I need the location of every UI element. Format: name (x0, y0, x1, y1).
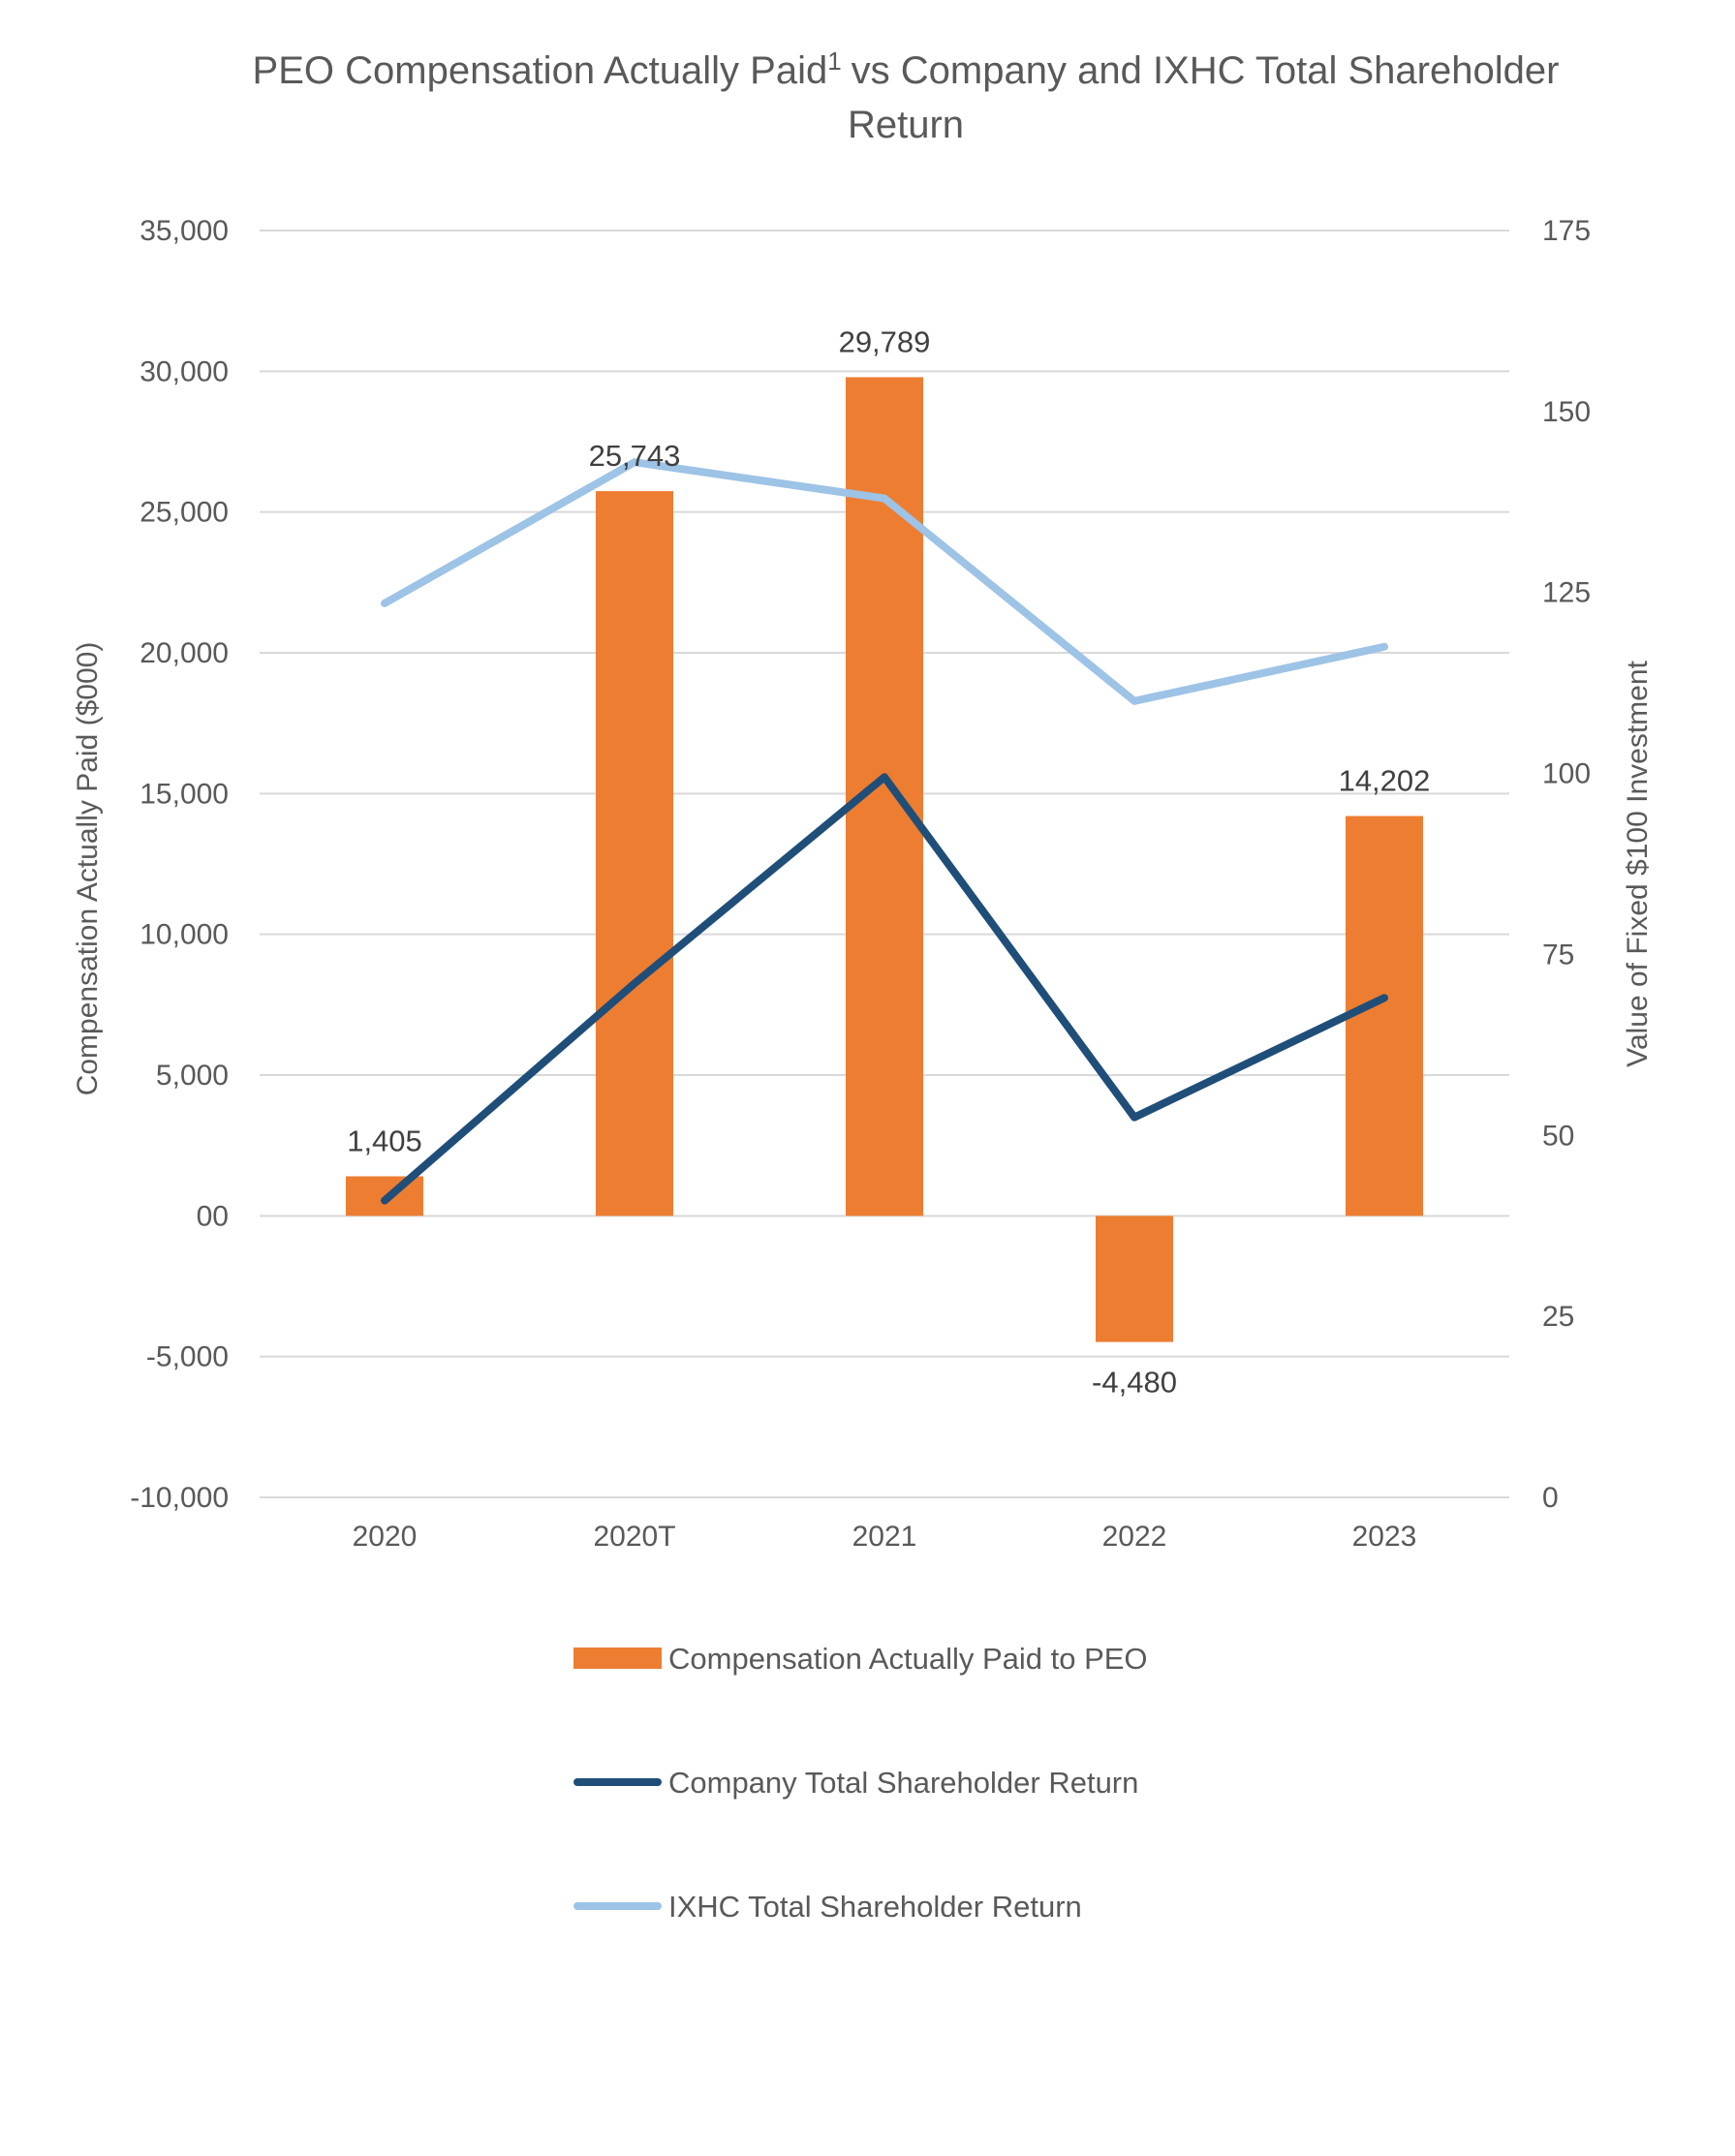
legend-swatch-bar (573, 1648, 662, 1669)
bar-2023 (1346, 816, 1423, 1217)
data-labels: 1,405 25,743 29,789 -4,480 14,202 (347, 324, 1430, 1399)
right-tick-label: 25 (1542, 1301, 1574, 1333)
left-tick-label: 25,000 (139, 497, 229, 529)
legend-label-compensation: Compensation Actually Paid to PEO (668, 1642, 1148, 1676)
legend: Compensation Actually Paid to PEO Company… (573, 1642, 1148, 1924)
legend-label-ixhc: IXHC Total Shareholder Return (668, 1890, 1082, 1924)
left-axis: 35,000 30,000 25,000 20,000 15,000 10,000 5,00… (130, 215, 229, 1514)
company-tsr-line (381, 773, 1388, 1205)
line-series (381, 458, 1388, 1205)
bar-data-label: 14,202 (1339, 764, 1431, 798)
bar-2020t (596, 491, 673, 1217)
left-axis-title: Compensation Actually Paid ($000) (72, 642, 104, 1096)
x-tick-label: 2021 (852, 1521, 917, 1553)
chart-title-line2: Return (848, 104, 964, 146)
right-tick-label: 75 (1542, 939, 1574, 970)
x-tick-label: 2022 (1102, 1521, 1167, 1553)
svg-text:PEO Compensation Actually Paid: PEO Compensation Actually Paid1 vs Compan… (253, 46, 1560, 92)
left-tick-label: 20,000 (139, 637, 229, 669)
left-tick-label: 15,000 (139, 778, 229, 810)
bar-data-label: -4,480 (1092, 1366, 1177, 1400)
bar-2022 (1096, 1216, 1173, 1342)
ixhc-tsr-line (381, 458, 1388, 705)
x-tick-label: 2020 (353, 1521, 418, 1553)
right-tick-label: 125 (1542, 577, 1591, 609)
bar-series (346, 377, 1423, 1342)
right-axis-title: Value of Fixed $100 Investment (1622, 660, 1654, 1066)
bar-data-label: 25,743 (589, 439, 681, 473)
right-tick-label: 150 (1542, 396, 1591, 428)
legend-label-company: Company Total Shareholder Return (668, 1766, 1138, 1800)
right-axis: 175 150 125 100 75 50 25 0 (1542, 215, 1591, 1514)
right-tick-label: 175 (1542, 215, 1591, 247)
left-tick-label: 00 (197, 1200, 229, 1232)
left-tick-label: 10,000 (139, 919, 229, 951)
chart-title-main: PEO Compensation Actually Paid (253, 49, 828, 92)
left-tick-label: 30,000 (139, 355, 229, 387)
right-tick-label: 50 (1542, 1120, 1574, 1152)
right-tick-label: 0 (1542, 1482, 1559, 1514)
x-axis: 2020 2020T 2021 2022 2023 (353, 1521, 1417, 1553)
chart-title-rest: vs Company and IXHC Total Shareholder (852, 49, 1560, 92)
left-tick-label: 35,000 (139, 215, 229, 247)
bar-data-label: 1,405 (347, 1124, 422, 1157)
x-tick-label: 2020T (593, 1521, 675, 1553)
x-tick-label: 2023 (1352, 1521, 1417, 1553)
chart-title: PEO Compensation Actually Paid1 vs Compan… (253, 46, 1560, 146)
right-tick-label: 100 (1542, 758, 1591, 790)
bar-data-label: 29,789 (839, 324, 931, 358)
chart-title-superscript: 1 (827, 46, 841, 76)
left-tick-label: 5,000 (156, 1060, 229, 1092)
left-tick-label: -10,000 (130, 1482, 229, 1514)
left-tick-label: -5,000 (146, 1341, 229, 1373)
